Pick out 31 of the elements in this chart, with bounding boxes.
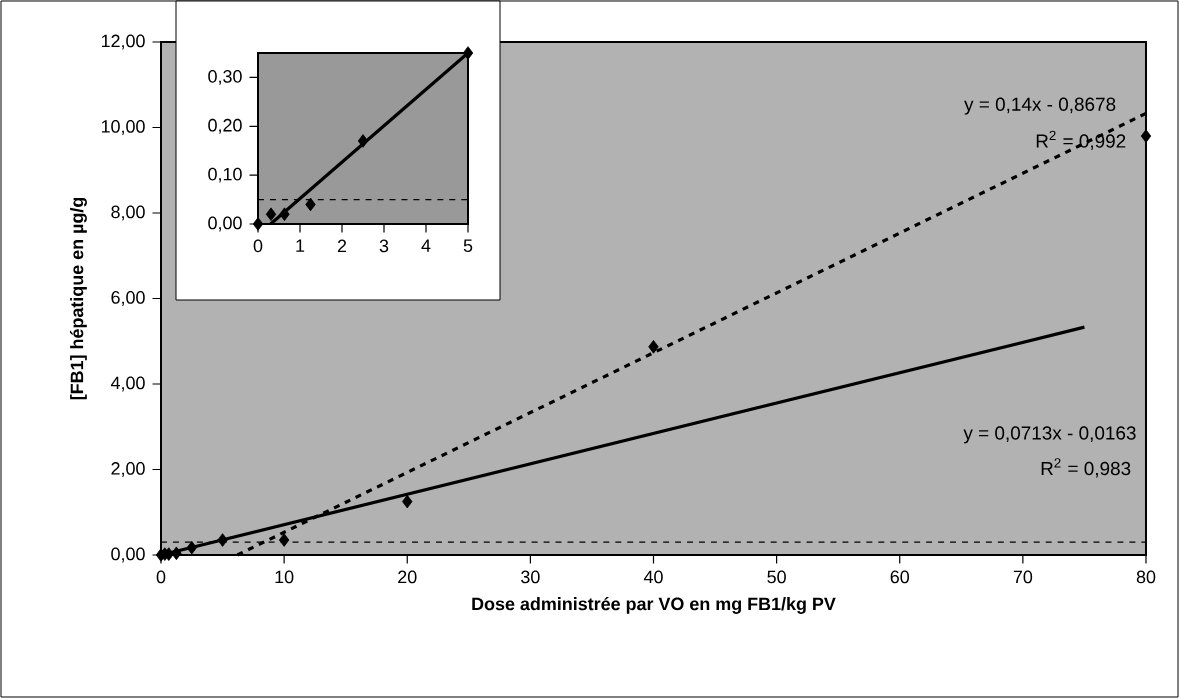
y-tick-label: 0,00 (111, 547, 145, 563)
y-tick-label: 2,00 (111, 462, 145, 477)
x-tick-label: 50 (767, 570, 786, 584)
annotation: y = 0,0713x - 0,0163 (963, 426, 1136, 444)
y-tick-label: 0,00 (208, 216, 242, 232)
y-tick-label: 4,00 (110, 376, 145, 392)
x-tick-label: 0 (156, 570, 166, 584)
x-tick-label: 5 (463, 239, 473, 253)
y-tick-label: 0,20 (208, 118, 242, 134)
x-tick-label: 2 (337, 239, 347, 253)
annotation: R$^{2}$ = 0,983 (1041, 458, 1131, 478)
y-tick-label: 0,30 (208, 70, 242, 85)
y-tick-label: 8,00 (111, 205, 145, 221)
x-tick-label: 3 (379, 239, 389, 253)
x-axis-title: Dose administrée par VO en mg FB1/kg PV (472, 596, 836, 614)
x-tick-label: 1 (296, 239, 305, 252)
x-tick-label: 0 (253, 239, 263, 253)
y-tick-label: 0,10 (208, 167, 242, 183)
x-tick-label: 20 (398, 570, 417, 584)
x-tick-label: 10 (275, 570, 294, 584)
x-tick-label: 40 (643, 570, 663, 584)
x-tick-label: 60 (890, 570, 910, 584)
x-tick-label: 30 (521, 570, 540, 584)
y-axis-title: [FB1] hépatique en µg/g (69, 197, 87, 400)
x-tick-label: 80 (1136, 570, 1156, 584)
annotation: y = 0,14x - 0,8678 (964, 97, 1116, 115)
y-tick-label: 6,00 (111, 291, 145, 306)
x-tick-label: 70 (1013, 570, 1033, 584)
x-tick-label: 4 (421, 239, 431, 252)
y-tick-label: 10,00 (101, 120, 145, 135)
y-tick-label: 12,00 (101, 34, 145, 50)
